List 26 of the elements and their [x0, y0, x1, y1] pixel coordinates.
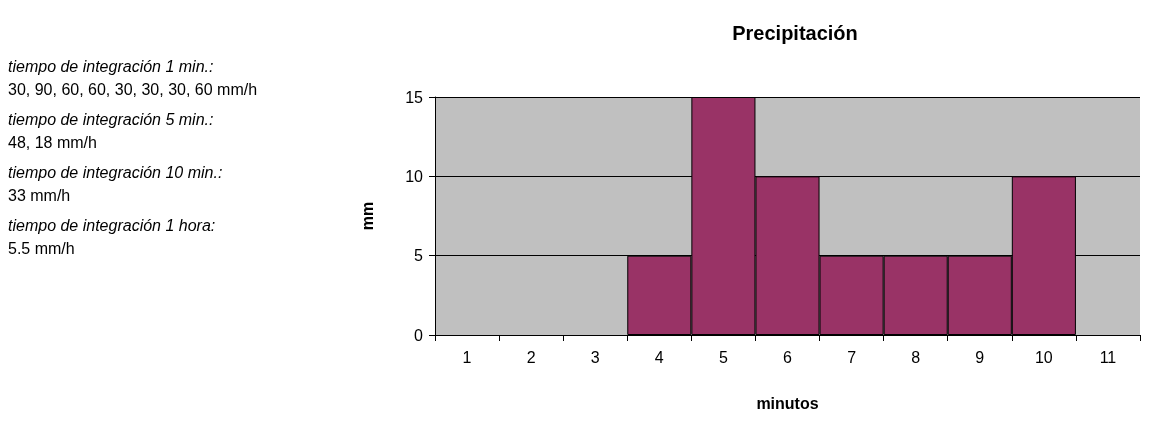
x-tick-label: 5 — [718, 348, 728, 366]
text: tiempo de integración 1 min.: — [8, 57, 214, 75]
text: tiempo de integración 1 hora: — [8, 216, 216, 234]
x-axis-title: minutos — [756, 394, 819, 412]
chart-title: Precipitación — [732, 22, 858, 44]
text: 30, 90, 60, 60, 30, 30, 30, 60 mm/h — [8, 80, 258, 98]
x-tick-label: 8 — [911, 348, 921, 366]
x-tick-label: 3 — [590, 348, 600, 366]
y-tick-label: 0 — [414, 326, 424, 344]
y-tick-label: 15 — [405, 88, 424, 106]
x-tick-label: 11 — [1099, 348, 1117, 366]
x-tick-label: 7 — [847, 348, 857, 366]
text: 5.5 mm/h — [8, 239, 75, 257]
x-tick-label: 2 — [526, 348, 536, 366]
y-axis-title: mm — [358, 201, 376, 231]
text: tiempo de integración 10 min.: — [8, 163, 223, 181]
x-tick-label: 6 — [783, 348, 793, 366]
text: tiempo de integración 5 min.: — [8, 110, 214, 128]
x-tick-label: 1 — [462, 348, 472, 366]
x-tick-label: 4 — [654, 348, 664, 366]
text: 33 mm/h — [8, 186, 71, 204]
x-tick-label: 10 — [1034, 348, 1053, 366]
y-tick-label: 5 — [414, 247, 424, 265]
x-tick-label: 9 — [975, 348, 985, 366]
y-tick-label: 10 — [405, 167, 424, 185]
text: 48, 18 mm/h — [8, 133, 97, 151]
